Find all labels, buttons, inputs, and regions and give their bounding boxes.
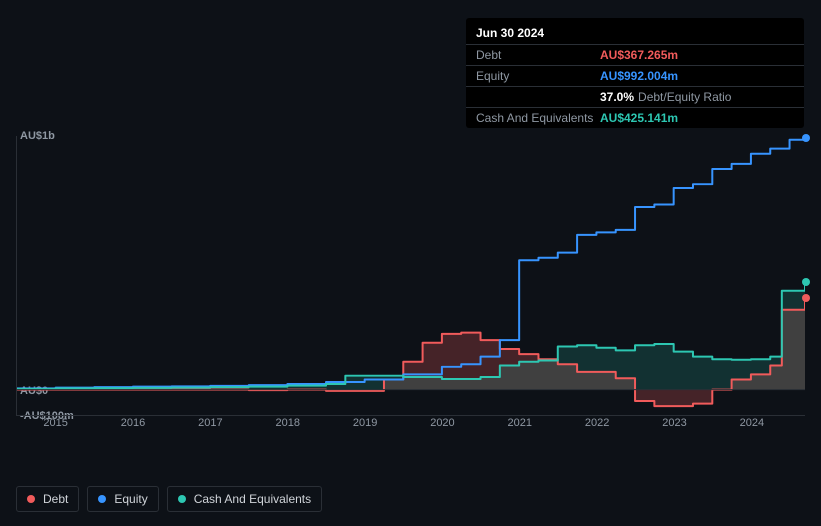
x-axis-label: 2020 <box>430 417 454 429</box>
x-axis-label: 2016 <box>121 417 145 429</box>
tooltip-label <box>476 90 600 104</box>
legend-dot-icon <box>98 495 106 503</box>
legend-dot-icon <box>27 495 35 503</box>
tooltip-value: AU$992.004m <box>600 69 678 83</box>
legend-label: Cash And Equivalents <box>194 492 311 506</box>
tooltip-row: DebtAU$367.265m <box>466 44 804 65</box>
legend-label: Debt <box>43 492 68 506</box>
chart-tooltip: Jun 30 2024 DebtAU$367.265mEquityAU$992.… <box>466 18 804 128</box>
tooltip-date: Jun 30 2024 <box>466 22 804 44</box>
x-axis: 2015 2016 2017 2018 2019 2020 2021 2022 2023 2024 <box>17 417 805 437</box>
x-axis-label: 2019 <box>353 417 377 429</box>
legend-label: Equity <box>114 492 147 506</box>
series-end-dot <box>802 134 810 142</box>
legend-dot-icon <box>178 495 186 503</box>
tooltip-suffix: Debt/Equity Ratio <box>638 90 731 104</box>
x-axis-label: 2022 <box>585 417 609 429</box>
series-end-dot <box>802 294 810 302</box>
tooltip-label: Debt <box>476 48 600 62</box>
x-axis-label: 2017 <box>198 417 222 429</box>
x-axis-label: 2015 <box>43 417 67 429</box>
x-axis-label: 2018 <box>275 417 299 429</box>
tooltip-row: 37.0% Debt/Equity Ratio <box>466 86 804 107</box>
tooltip-value: 37.0% <box>600 90 634 104</box>
legend-item-debt[interactable]: Debt <box>16 486 79 512</box>
x-axis-label: 2021 <box>508 417 532 429</box>
tooltip-value: AU$367.265m <box>600 48 678 62</box>
x-axis-label: 2024 <box>740 417 764 429</box>
series-end-dot <box>802 278 810 286</box>
plot-area[interactable]: 2015201620172018201920202021202220232024 <box>16 136 805 416</box>
x-axis-label: 2023 <box>662 417 686 429</box>
legend-item-cash-and-equivalents[interactable]: Cash And Equivalents <box>167 486 322 512</box>
tooltip-label: Equity <box>476 69 600 83</box>
legend-item-equity[interactable]: Equity <box>87 486 158 512</box>
tooltip-row: EquityAU$992.004m <box>466 65 804 86</box>
chart: AU$1bAU$0-AU$100m 2015201620172018201920… <box>16 120 805 450</box>
legend: Debt Equity Cash And Equivalents <box>16 486 322 512</box>
